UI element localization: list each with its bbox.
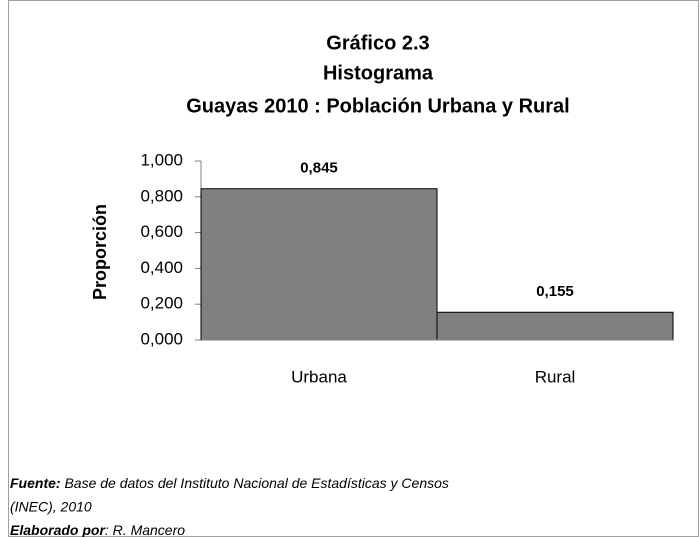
y-tick-label: 0,800 xyxy=(140,186,183,205)
bar xyxy=(200,188,438,341)
y-tick-label: 0,400 xyxy=(140,258,183,277)
y-axis-label: Proporción xyxy=(90,204,110,300)
y-tick-label: 0,000 xyxy=(140,329,183,348)
source-text: (INEC), 2010 xyxy=(10,499,92,515)
chart-title: Guayas 2010 : Población Urbana y Rural xyxy=(186,95,569,117)
y-tick-label: 1,000 xyxy=(140,150,183,169)
chart-title: Gráfico 2.3 xyxy=(326,32,429,54)
x-tick-label: Rural xyxy=(535,367,576,386)
value-label: 0,845 xyxy=(300,160,338,177)
source-text: Base de datos del Instituto Nacional de … xyxy=(64,475,448,491)
y-tick-label: 0,600 xyxy=(140,222,183,241)
x-tick-label: Urbana xyxy=(291,367,347,386)
credit-note: Elaborado por: R. Mancero xyxy=(10,522,185,537)
chart-title: Histograma xyxy=(323,62,434,84)
value-label: 0,155 xyxy=(536,283,574,300)
credit-text: : R. Mancero xyxy=(105,522,185,537)
source-note: Fuente: Base de datos del Instituto Naci… xyxy=(10,475,449,491)
credit-label: Elaborado por xyxy=(10,522,106,537)
y-tick-label: 0,200 xyxy=(140,294,183,313)
source-label: Fuente: xyxy=(10,475,61,491)
bar xyxy=(436,311,674,341)
